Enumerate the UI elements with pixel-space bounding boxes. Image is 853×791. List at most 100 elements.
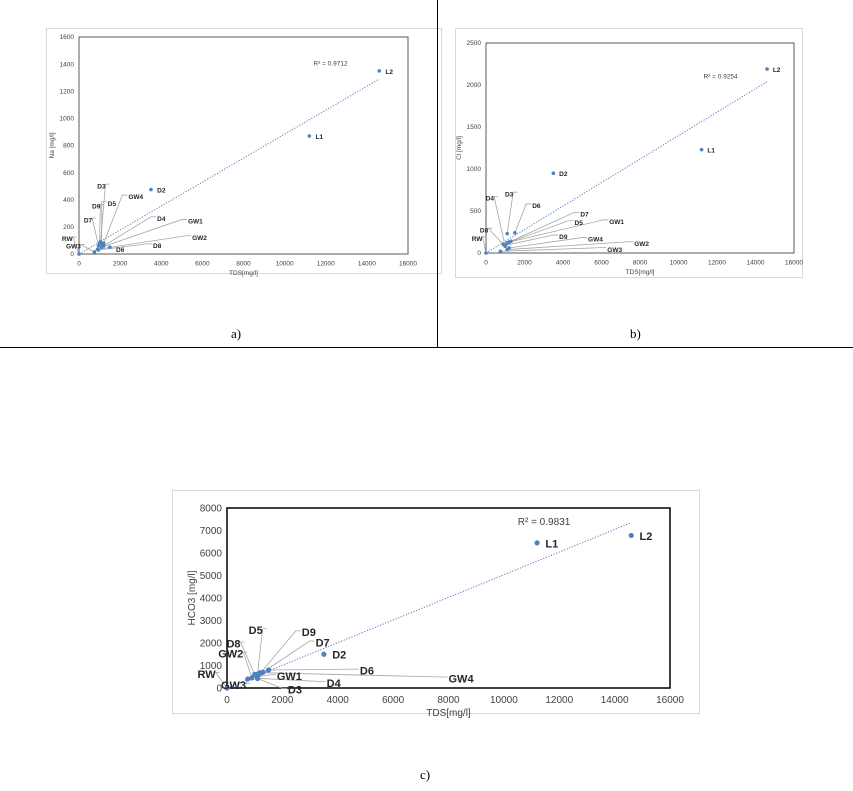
y-tick-label: 1500 — [467, 124, 482, 131]
y-tick-label: 1600 — [60, 34, 75, 41]
leader-line — [510, 211, 580, 242]
data-label-d4: D4 — [486, 196, 495, 203]
y-tick-label: 4000 — [200, 593, 223, 604]
data-label-d3: D3 — [97, 183, 106, 190]
data-label-gw2: GW2 — [634, 241, 649, 248]
y-tick-label: 1200 — [60, 88, 75, 95]
data-point-d6 — [513, 231, 517, 235]
y-tick-label: 0 — [70, 251, 74, 258]
trendline — [226, 522, 632, 689]
leader-line — [506, 191, 518, 234]
x-tick-label: 0 — [484, 260, 488, 267]
data-point-d2 — [149, 187, 153, 192]
x-axis-label: TDS[mg/l] — [229, 270, 258, 277]
leader-line — [257, 628, 267, 675]
data-label-l2: L2 — [773, 67, 781, 74]
leader-line — [514, 203, 532, 233]
r-squared-label: R² = 0.9831 — [518, 517, 571, 528]
data-label-d5: D5 — [249, 625, 263, 637]
data-label-l2: L2 — [640, 531, 653, 543]
data-point-gw4 — [101, 241, 106, 245]
leader-line — [239, 641, 256, 675]
data-label-l1: L1 — [315, 134, 323, 141]
leader-line — [262, 640, 315, 673]
leader-line — [487, 227, 504, 245]
data-label-gw2: GW2 — [192, 235, 207, 242]
data-point-d2 — [551, 171, 556, 175]
data-point-d7 — [96, 244, 101, 248]
data-label-gw4: GW4 — [449, 673, 475, 685]
x-tick-label: 16000 — [656, 695, 684, 706]
y-tick-label: 800 — [63, 143, 74, 150]
chart-a-frame — [46, 28, 442, 274]
x-tick-label: 12000 — [545, 695, 573, 706]
data-label-d6: D6 — [532, 203, 541, 210]
leader-line — [509, 219, 609, 243]
x-tick-label: 0 — [77, 261, 81, 268]
r-squared-label: R² = 0.9254 — [704, 73, 739, 80]
data-label-d2: D2 — [559, 171, 568, 178]
data-label-rw: RW — [197, 669, 216, 681]
data-point-d8 — [96, 248, 101, 252]
leader-line — [103, 194, 128, 244]
x-tick-label: 0 — [224, 695, 230, 706]
y-tick-label: 2000 — [467, 82, 482, 89]
leader-line — [260, 672, 448, 678]
x-tick-label: 12000 — [317, 261, 335, 268]
x-tick-label: 6000 — [382, 695, 405, 706]
y-tick-label: 5000 — [200, 571, 223, 582]
data-label-d8: D8 — [480, 227, 489, 234]
x-tick-label: 16000 — [399, 261, 417, 268]
plot-area — [226, 507, 671, 689]
x-tick-label: 10000 — [490, 695, 518, 706]
leader-line — [242, 651, 253, 679]
leader-line — [493, 195, 506, 247]
x-tick-label: 10000 — [669, 260, 687, 267]
data-point-gw4 — [257, 670, 263, 676]
data-label-d4: D4 — [327, 678, 342, 690]
caption-b: b) — [630, 326, 641, 341]
data-label-d8: D8 — [226, 638, 240, 650]
data-point-d3 — [505, 231, 509, 236]
leader-line — [481, 236, 487, 254]
data-label-gw3: GW3 — [607, 247, 622, 254]
y-tick-label: 1000 — [467, 166, 482, 173]
data-point-d3 — [254, 675, 261, 682]
data-point-d4 — [503, 244, 508, 249]
data-point-l1 — [307, 134, 312, 138]
leader-line — [509, 237, 588, 249]
x-tick-label: 10000 — [276, 261, 294, 268]
x-tick-label: 8000 — [236, 261, 251, 268]
leader-line — [80, 244, 95, 253]
data-label-rw: RW — [62, 236, 74, 243]
plot-area — [485, 42, 795, 254]
x-tick-label: 4000 — [327, 695, 350, 706]
y-axis-label: Na [mg/l] — [49, 132, 56, 158]
y-tick-label: 6000 — [200, 548, 223, 559]
data-label-d5: D5 — [575, 220, 584, 227]
leader-line — [91, 217, 99, 246]
x-axis-label: TDS[mg/l] — [626, 269, 655, 276]
y-tick-label: 3000 — [200, 616, 223, 627]
y-tick-label: 600 — [63, 170, 74, 177]
data-label-gw3: GW3 — [66, 244, 81, 251]
data-label-rw: RW — [472, 236, 484, 243]
data-label-gw1: GW1 — [188, 219, 203, 226]
leader-line — [97, 235, 192, 250]
data-label-d6: D6 — [116, 247, 125, 254]
leader-line — [505, 234, 559, 246]
data-point-gw3 — [92, 250, 97, 254]
caption-c: c) — [420, 767, 431, 782]
data-point-l2 — [377, 69, 382, 73]
data-point-l2 — [628, 532, 634, 539]
data-label-d9: D9 — [302, 627, 316, 639]
data-label-d9: D9 — [92, 204, 101, 211]
y-tick-label: 400 — [63, 197, 74, 204]
data-label-l1: L1 — [707, 148, 715, 155]
data-point-gw3 — [245, 676, 251, 682]
data-point-d2 — [321, 651, 327, 657]
x-tick-label: 2000 — [113, 261, 128, 268]
data-label-d5: D5 — [108, 201, 117, 208]
data-label-d4: D4 — [157, 216, 166, 223]
